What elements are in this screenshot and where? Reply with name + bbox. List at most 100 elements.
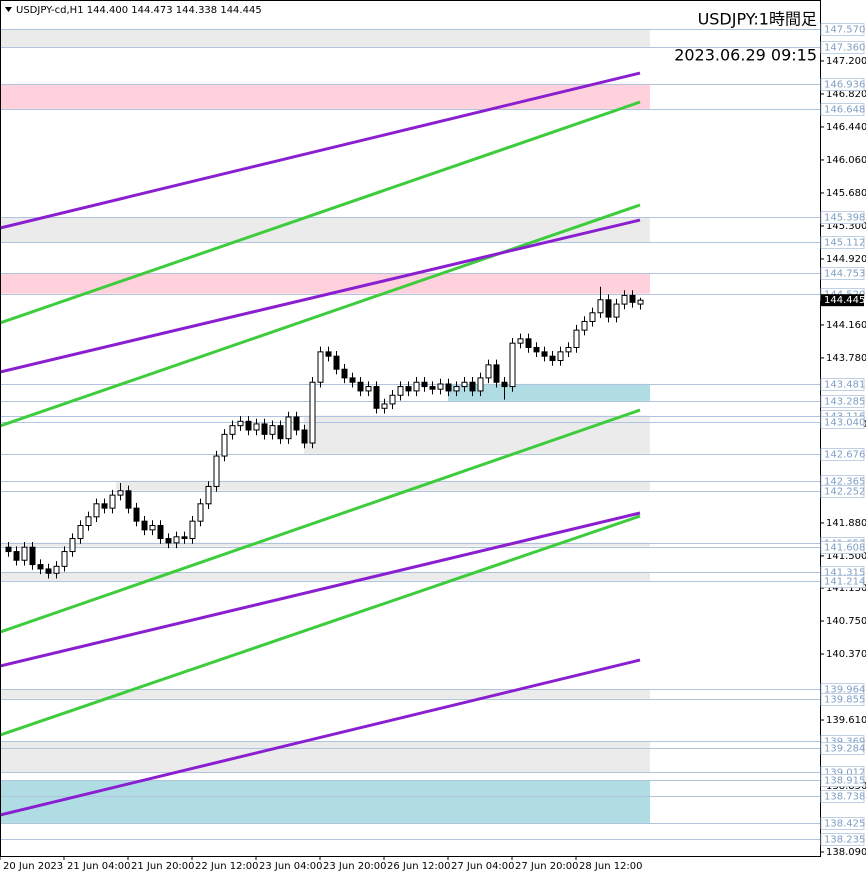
trend-line (0, 71, 641, 230)
candle-body (333, 355, 340, 370)
zone (0, 571, 650, 581)
candle-body (605, 299, 612, 318)
candle-body (341, 368, 348, 379)
candle-body (205, 485, 212, 505)
zone (116, 480, 650, 491)
y-tick-label: 141.880 (826, 518, 866, 529)
y-tick-label: 138.090 (826, 847, 866, 858)
level-label: 146.648 (824, 105, 865, 116)
x-tick-label: 21 Jun 04:00 (67, 861, 131, 872)
zone (0, 217, 650, 243)
level-label-box (820, 23, 865, 36)
level-label-box (820, 774, 865, 787)
level-label: 138.235 (824, 835, 865, 846)
level-label-box (820, 742, 865, 755)
level-label-box (820, 485, 865, 498)
candle-body (613, 303, 620, 318)
y-tick-label: 146.060 (826, 155, 866, 166)
labels: 147.200 146.820 146.440 146.060 145.680 145.3… (3, 23, 866, 872)
candle-body (101, 503, 108, 509)
candle-body (85, 516, 92, 527)
candle-body (253, 423, 260, 431)
trend-line (0, 203, 641, 428)
level-label-box (820, 78, 865, 91)
candle-body (429, 386, 436, 390)
level-label-box (820, 790, 865, 803)
level-label-box (820, 448, 865, 461)
candle-body (493, 364, 500, 383)
candle-body (181, 536, 188, 540)
y-tick-label: 140.750 (826, 616, 866, 627)
candle-body (565, 347, 572, 353)
level-label: 138.425 (824, 819, 865, 830)
level-label-box (820, 541, 865, 554)
candle-body (437, 383, 444, 390)
candle-body (317, 351, 324, 383)
level-label: 141.608 (824, 543, 865, 554)
chart-header: USDJPY-cd,H1 144.400 144.473 144.338 144… (16, 5, 262, 16)
y-tick-label: 145.300 (826, 221, 866, 232)
candle-body (533, 347, 540, 353)
candle-body (237, 420, 244, 427)
level-label: 141.214 (824, 577, 865, 588)
candle-body (197, 503, 204, 522)
candle-body (325, 351, 332, 357)
level-label-box (820, 395, 865, 408)
level-label-box (820, 211, 865, 224)
y-tick-label: 144.920 (826, 254, 866, 265)
level-label: 145.112 (824, 238, 865, 249)
candle-body (381, 403, 388, 409)
level-label-box (820, 416, 865, 429)
y-tick-label: 146.440 (826, 122, 866, 133)
candle-body (405, 386, 412, 392)
zone (0, 273, 650, 294)
level-label: 139.964 (824, 685, 865, 696)
level-label: 143.040 (824, 418, 865, 429)
zones (0, 28, 650, 823)
candle-body (389, 394, 396, 405)
candle-body (597, 299, 604, 314)
level-label-box (820, 817, 865, 830)
candle-body (229, 425, 236, 435)
level-label-box (820, 693, 865, 706)
level-label: 139.369 (824, 737, 865, 748)
candle-body (413, 381, 420, 392)
candle-body (301, 429, 308, 444)
y-tick-label: 144.160 (826, 320, 866, 331)
x-tick-label: 27 Jun 04:00 (451, 861, 515, 872)
level-label: 147.570 (824, 25, 865, 36)
zone (0, 542, 650, 547)
y-tick-label: 146.820 (826, 89, 866, 100)
level-label: 142.252 (824, 487, 865, 498)
candle-body (397, 386, 404, 396)
x-tick-label: 27 Jun 20:00 (515, 861, 579, 872)
candle-body (173, 536, 180, 544)
candle-body (365, 386, 372, 392)
trend-line (0, 514, 641, 737)
levels (0, 29, 820, 840)
candle-body (221, 433, 228, 457)
level-label-box (820, 103, 865, 116)
candle-body (421, 381, 428, 388)
candle-body (517, 338, 524, 344)
zone (0, 83, 650, 109)
candle-body (557, 351, 564, 362)
level-label-box (820, 236, 865, 249)
candle-body (213, 455, 220, 487)
candle-body (573, 329, 580, 349)
candle-body (69, 538, 76, 553)
trend-line (0, 511, 641, 668)
candle-body (637, 299, 644, 305)
axes (0, 0, 824, 860)
y-tick-label: 145.680 (826, 188, 866, 199)
candle-body (485, 364, 492, 379)
candle-body (453, 386, 460, 392)
trend-lines (0, 71, 641, 817)
zone (0, 689, 650, 699)
level-label-box (820, 267, 865, 280)
candle-body (21, 546, 28, 561)
candle-body (157, 525, 164, 540)
y-tick-label: 147.200 (826, 56, 866, 67)
level-label: 145.398 (824, 213, 865, 224)
candle-body (61, 551, 68, 567)
